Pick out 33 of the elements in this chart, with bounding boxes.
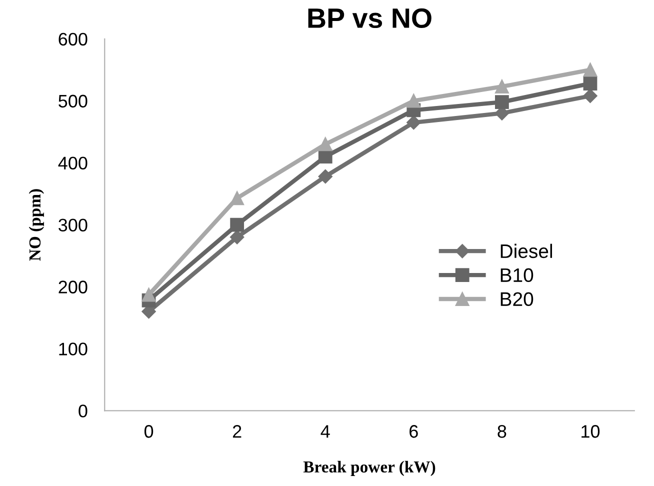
point (142, 288, 156, 302)
y-tick-label: 100 (59, 342, 88, 356)
x-tick-label: 10 (582, 425, 600, 438)
point (583, 88, 598, 103)
point (318, 150, 332, 164)
y-tick-label: 0 (78, 404, 88, 418)
point (583, 62, 598, 77)
y-tick-label: 200 (58, 280, 88, 294)
point (230, 191, 244, 206)
point (230, 230, 244, 244)
point (230, 218, 244, 232)
x-tick-label: 4 (320, 425, 330, 438)
y-axis-title: NO (ppm) (28, 189, 44, 261)
y-tick-label: 300 (58, 218, 88, 232)
point (406, 94, 421, 108)
x-tick-label: 6 (410, 425, 418, 438)
legend-label: B10 (500, 268, 534, 282)
point (318, 169, 332, 184)
legend-label: B20 (500, 292, 534, 306)
point (583, 76, 598, 90)
x-tick-label: 0 (144, 425, 154, 438)
x-axis-title: Break power (kW) (303, 460, 436, 476)
point (318, 137, 332, 152)
y-tick-label: 400 (58, 156, 88, 170)
y-tick-label: 600 (58, 32, 88, 46)
legend-label: Diesel (500, 244, 552, 258)
x-tick-label: 8 (498, 425, 506, 438)
point (406, 115, 421, 130)
y-tick-label: 500 (58, 94, 88, 108)
x-tick-label: 2 (232, 425, 242, 438)
point (495, 95, 509, 110)
chart-title: BP vs NO (308, 8, 432, 28)
point (495, 80, 509, 94)
